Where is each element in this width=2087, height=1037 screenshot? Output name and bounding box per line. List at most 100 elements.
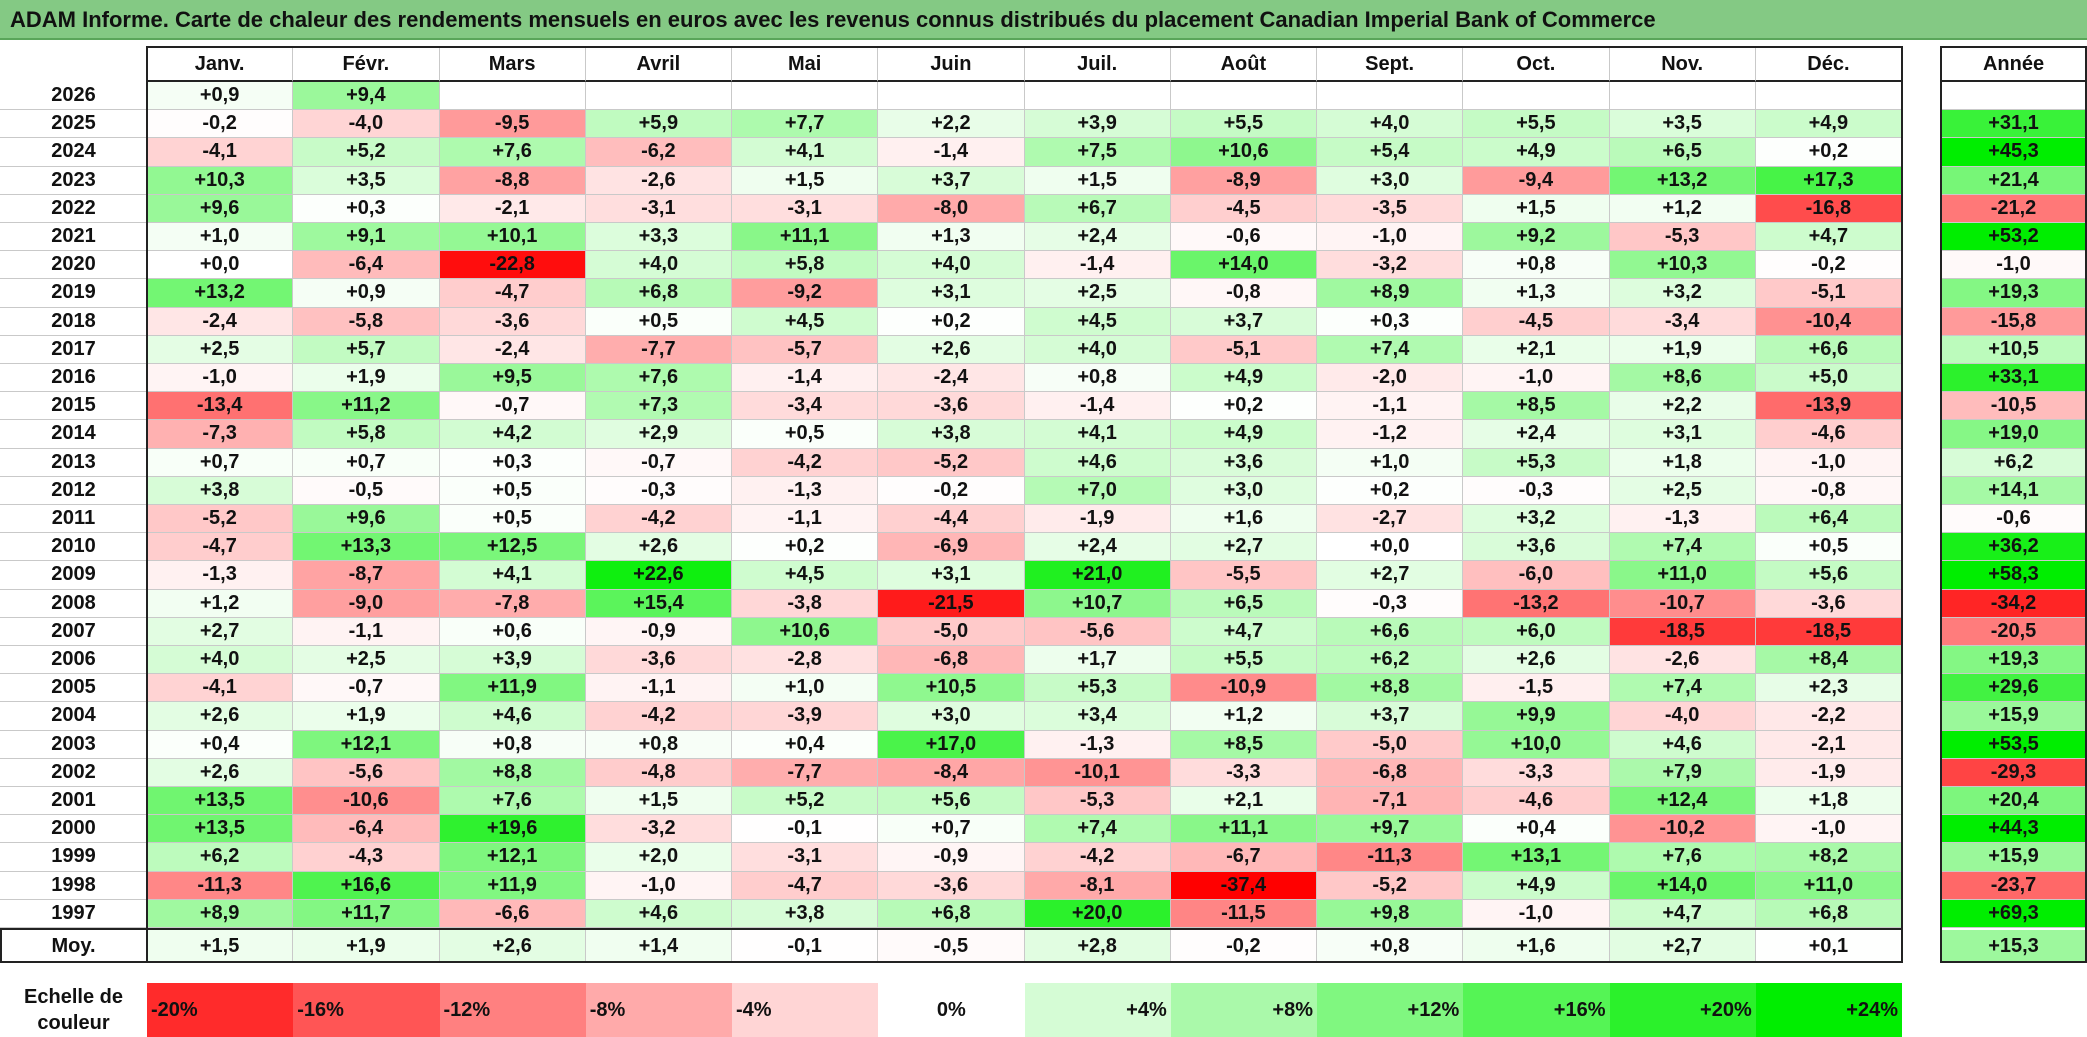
- month-header: Mai: [732, 46, 879, 82]
- heatmap-cell: +2,7: [1317, 561, 1464, 590]
- annual-cell: +6,2: [1941, 448, 2087, 477]
- heatmap-cell: -7,7: [732, 758, 879, 787]
- heatmap-cell: +3,3: [585, 223, 732, 252]
- heatmap-cell: +3,0: [1317, 166, 1464, 195]
- heatmap-cell: +7,6: [585, 364, 732, 393]
- heatmap-cell: +2,5: [147, 335, 294, 364]
- heatmap-cell: -9,4: [1463, 166, 1610, 195]
- heatmap-cell: -2,4: [439, 335, 586, 364]
- heatmap-cell: -11,3: [147, 871, 294, 900]
- month-header: Sept.: [1317, 46, 1464, 82]
- color-scale-swatch: -12%: [439, 983, 586, 1037]
- heatmap-cell: +1,0: [147, 223, 294, 252]
- annual-cell: +44,3: [1941, 815, 2087, 844]
- heatmap-cell: +7,9: [1609, 758, 1756, 787]
- heatmap-cell: [1755, 82, 1902, 111]
- month-header: Juil.: [1024, 46, 1171, 82]
- heatmap-cell: -2,6: [585, 166, 732, 195]
- average-cell: +2,7: [1609, 930, 1756, 963]
- heatmap-cell: +3,2: [1609, 279, 1756, 308]
- heatmap-cell: -9,0: [293, 589, 440, 618]
- heatmap-cell: +0,5: [439, 505, 586, 534]
- color-scale-swatch: +20%: [1609, 983, 1756, 1037]
- heatmap-cell: -3,9: [732, 702, 879, 731]
- heatmap-cell: -7,8: [439, 589, 586, 618]
- heatmap-cell: +1,9: [293, 702, 440, 731]
- annual-cell: +53,5: [1941, 730, 2087, 759]
- heatmap-cell: -8,9: [1170, 166, 1317, 195]
- heatmap-cell: -8,8: [439, 166, 586, 195]
- heatmap-cell: +6,2: [1317, 646, 1464, 675]
- heatmap-cell: +6,5: [1609, 138, 1756, 167]
- annual-cell: +29,6: [1941, 674, 2087, 703]
- heatmap-cell: +1,0: [1317, 448, 1464, 477]
- heatmap-cell: +0,2: [1755, 138, 1902, 167]
- heatmap-cell: -7,1: [1317, 787, 1464, 816]
- heatmap-cell: +0,7: [878, 815, 1025, 844]
- heatmap-cell: +9,1: [293, 223, 440, 252]
- heatmap-cell: -4,2: [1024, 843, 1171, 872]
- heatmap-cell: +0,7: [293, 448, 440, 477]
- year-label: 2002: [0, 758, 147, 787]
- heatmap-cell: +4,0: [1317, 110, 1464, 139]
- heatmap-cell: +5,5: [1463, 110, 1610, 139]
- heatmap-cell: +3,9: [439, 646, 586, 675]
- heatmap-cell: +17,0: [878, 730, 1025, 759]
- heatmap-cell: +7,6: [439, 138, 586, 167]
- heatmap-cell: +8,2: [1755, 843, 1902, 872]
- year-label: 2020: [0, 251, 147, 280]
- heatmap-cell: +2,0: [585, 843, 732, 872]
- heatmap-cell: +3,5: [1609, 110, 1756, 139]
- heatmap-cell: +3,8: [147, 476, 294, 505]
- month-header: Juin: [878, 46, 1025, 82]
- color-scale-swatch: +16%: [1463, 983, 1610, 1037]
- year-label: 2022: [0, 194, 147, 223]
- heatmap-cell: +3,6: [1170, 448, 1317, 477]
- heatmap-cell: -6,6: [439, 899, 586, 928]
- heatmap-cell: -1,0: [1755, 448, 1902, 477]
- heatmap-cell: +5,4: [1317, 138, 1464, 167]
- heatmap-cell: [878, 82, 1025, 111]
- heatmap-cell: +4,1: [1024, 420, 1171, 449]
- heatmap-cell: +2,9: [585, 420, 732, 449]
- heatmap-cell: +14,0: [1609, 871, 1756, 900]
- heatmap-cell: -9,2: [732, 279, 879, 308]
- heatmap-cell: -1,3: [1024, 730, 1171, 759]
- scale-tick-label: -4%: [736, 998, 772, 1021]
- heatmap-cell: -0,8: [1755, 476, 1902, 505]
- color-scale-swatch: -4%: [732, 983, 879, 1037]
- heatmap-cell: +3,6: [1463, 533, 1610, 562]
- annual-cell: +20,4: [1941, 787, 2087, 816]
- heatmap-cell: +5,5: [1170, 110, 1317, 139]
- color-scale-swatch: -8%: [585, 983, 732, 1037]
- annual-cell: [1941, 82, 2087, 111]
- heatmap-cell: +0,9: [147, 82, 294, 111]
- heatmap-cell: +3,8: [732, 899, 879, 928]
- annual-cell: +31,1: [1941, 110, 2087, 139]
- heatmap-cell: +3,7: [1317, 702, 1464, 731]
- scale-tick-label: +4%: [1126, 998, 1167, 1021]
- heatmap-cell: -3,6: [585, 646, 732, 675]
- heatmap-cell: -8,7: [293, 561, 440, 590]
- year-label: 2004: [0, 702, 147, 731]
- heatmap-cell: +4,0: [147, 646, 294, 675]
- heatmap-cell: +13,3: [293, 533, 440, 562]
- heatmap-cell: +0,2: [1317, 476, 1464, 505]
- year-label: 2025: [0, 110, 147, 139]
- month-header: Avril: [585, 46, 732, 82]
- heatmap-cell: -4,8: [585, 758, 732, 787]
- month-header: Janv.: [147, 46, 294, 82]
- heatmap-cell: +0,4: [1463, 815, 1610, 844]
- year-label: 2023: [0, 166, 147, 195]
- year-label: 2011: [0, 505, 147, 534]
- heatmap-cell: -1,1: [1317, 392, 1464, 421]
- heatmap-cell: +13,5: [147, 815, 294, 844]
- heatmap-cell: +1,8: [1755, 787, 1902, 816]
- heatmap-cell: -4,7: [732, 871, 879, 900]
- heatmap-cell: -4,0: [293, 110, 440, 139]
- heatmap-cell: -5,6: [1024, 617, 1171, 646]
- heatmap-cell: +10,3: [1609, 251, 1756, 280]
- heatmap-cell: -16,8: [1755, 194, 1902, 223]
- heatmap-cell: +0,0: [1317, 533, 1464, 562]
- heatmap-cell: +3,1: [878, 279, 1025, 308]
